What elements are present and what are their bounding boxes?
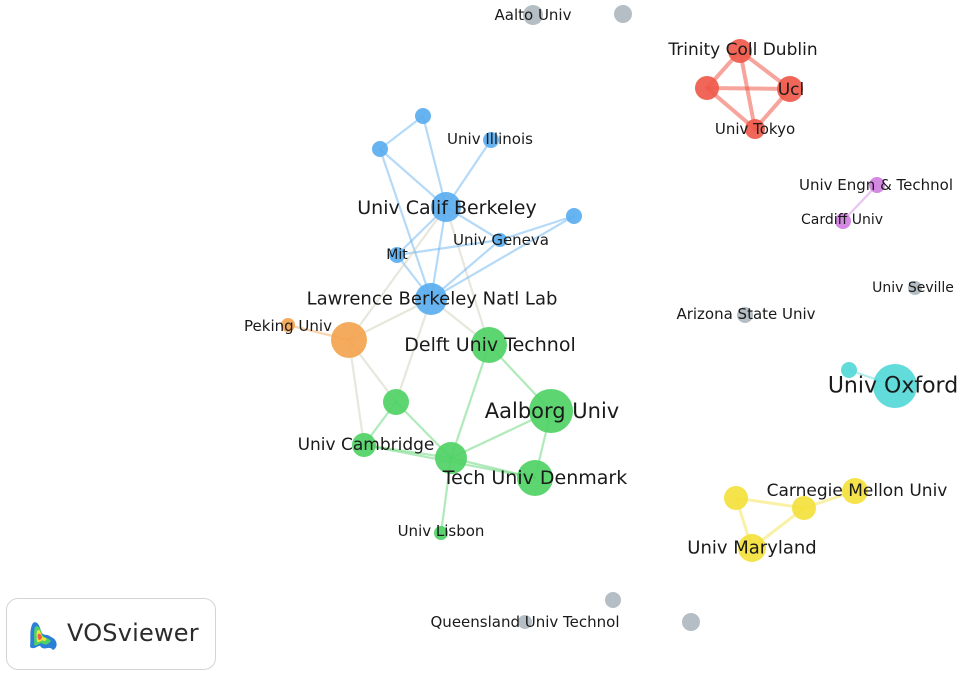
vosviewer-logo-text: VOSviewer: [67, 619, 199, 647]
label-lbnl: Lawrence Berkeley Natl Lab: [307, 289, 558, 310]
node-mit[interactable]: [389, 247, 405, 263]
network-labels: Aalto Univ Trinity Coll Dublin Ucl Univ Tok…: [244, 6, 958, 631]
node-tokyo[interactable]: [745, 119, 765, 139]
label-trinity: Trinity Coll Dublin: [667, 40, 817, 60]
link-engn-cardiff: [841, 183, 879, 223]
node-y_left[interactable]: [724, 486, 748, 510]
label-mit: Mit: [386, 247, 408, 263]
node-grey_b1[interactable]: [605, 592, 621, 608]
label-aalto: Aalto Univ: [495, 6, 572, 24]
label-queensland: Queensland Univ Technol: [431, 613, 620, 631]
node-y_mid[interactable]: [792, 496, 816, 520]
node-lisbon[interactable]: [434, 526, 448, 540]
link-mit-geneva: [395, 238, 502, 257]
node-g_node[interactable]: [435, 442, 467, 474]
link-lbnl-g_mid: [394, 297, 433, 404]
node-b_right[interactable]: [566, 208, 582, 224]
link-berkeley-orange_big: [347, 205, 448, 342]
link-b_top-berkeley: [421, 114, 448, 209]
label-seville: Univ Seville: [872, 280, 954, 296]
node-engn[interactable]: [869, 177, 885, 193]
label-maryland: Univ Maryland: [687, 538, 816, 559]
vosviewer-logo-panel: VOSviewer: [6, 598, 216, 670]
link-b_right-geneva: [498, 214, 576, 242]
label-engn: Univ Engn & Technol: [799, 176, 953, 194]
node-delft[interactable]: [471, 327, 507, 363]
node-red_left[interactable]: [695, 76, 719, 100]
node-orange_big[interactable]: [331, 322, 367, 358]
node-illinois[interactable]: [483, 132, 499, 148]
label-dtu: Tech Univ Denmark: [442, 467, 627, 489]
node-grey_top[interactable]: [614, 5, 632, 23]
label-arizona: Arizona State Univ: [676, 305, 815, 323]
node-geneva[interactable]: [493, 233, 507, 247]
node-trinity[interactable]: [728, 39, 752, 63]
label-cardiff: Cardiff Univ: [801, 212, 883, 228]
label-oxford: Univ Oxford: [828, 374, 958, 399]
node-aalto[interactable]: [523, 5, 543, 25]
label-tokyo: Univ Tokyo: [715, 120, 795, 138]
node-grey_b2[interactable]: [682, 613, 700, 631]
node-b_top[interactable]: [415, 108, 431, 124]
link-b_left-lbnl: [378, 147, 433, 301]
node-maryland[interactable]: [738, 534, 766, 562]
node-aalborg[interactable]: [529, 389, 573, 433]
node-queensland[interactable]: [518, 615, 532, 629]
node-arizona[interactable]: [737, 307, 753, 323]
node-peking[interactable]: [281, 318, 295, 332]
node-ucl[interactable]: [777, 76, 803, 102]
link-b_top-b_left: [378, 114, 425, 151]
node-lbnl[interactable]: [415, 283, 447, 315]
node-cyan_small[interactable]: [841, 362, 857, 378]
link-b_right-lbnl: [429, 214, 576, 301]
label-cambridge: Univ Cambridge: [298, 435, 435, 455]
label-delft: Delft Univ Technol: [404, 334, 575, 356]
vosviewer-heatmap-icon: [30, 622, 57, 650]
label-aalborg: Aalborg Univ: [485, 399, 619, 423]
network-nodes: [281, 5, 922, 631]
link-delft-g_node: [449, 343, 491, 460]
label-carnegie: Carnegie Mellon Univ: [767, 481, 948, 501]
node-oxford[interactable]: [873, 364, 917, 408]
node-cardiff[interactable]: [835, 213, 851, 229]
link-trinity-tokyo: [738, 49, 757, 131]
node-carnegie[interactable]: [842, 478, 868, 504]
label-berkeley: Univ Calif Berkeley: [357, 197, 536, 219]
node-berkeley[interactable]: [431, 192, 461, 222]
label-peking: Peking Univ: [244, 317, 332, 335]
node-g_mid[interactable]: [383, 389, 409, 415]
link-berkeley-delft: [444, 205, 491, 347]
label-lisbon: Univ Lisbon: [398, 522, 485, 540]
node-b_left[interactable]: [372, 141, 388, 157]
label-ucl: Ucl: [778, 80, 805, 100]
node-seville[interactable]: [908, 281, 922, 295]
node-cambridge[interactable]: [352, 433, 376, 457]
node-dtu[interactable]: [517, 460, 553, 496]
label-geneva: Univ Geneva: [453, 231, 549, 249]
label-illinois: Univ Illinois: [447, 130, 533, 148]
